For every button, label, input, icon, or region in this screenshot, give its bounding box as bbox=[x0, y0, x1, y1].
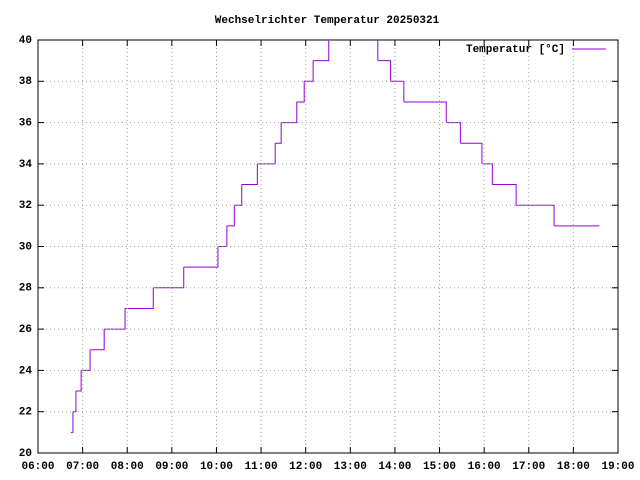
step-segment bbox=[446, 122, 461, 144]
step-segment bbox=[90, 329, 105, 351]
x-tick-label: 09:00 bbox=[155, 461, 188, 473]
step-segment bbox=[217, 225, 228, 247]
y-tick-label: 38 bbox=[19, 76, 33, 88]
step-segment bbox=[257, 143, 276, 165]
y-tick-label: 24 bbox=[19, 365, 33, 377]
step-segment bbox=[70, 411, 74, 433]
x-tick-label: 16:00 bbox=[468, 461, 501, 473]
step-segment bbox=[234, 184, 243, 206]
step-segment bbox=[226, 205, 235, 227]
x-tick-label: 07:00 bbox=[66, 461, 99, 473]
step-segment bbox=[460, 142, 483, 164]
step-segment bbox=[377, 60, 391, 82]
step-segment bbox=[275, 122, 282, 144]
y-tick-label: 36 bbox=[19, 118, 32, 130]
step-segment bbox=[75, 370, 82, 392]
y-tick-label: 26 bbox=[19, 324, 32, 336]
x-tick-label: 19:00 bbox=[601, 461, 634, 473]
step-segment bbox=[296, 81, 305, 103]
x-tick-label: 15:00 bbox=[423, 461, 456, 473]
x-tick-label: 18:00 bbox=[557, 461, 590, 473]
plot-area bbox=[70, 40, 600, 433]
x-tick-label: 14:00 bbox=[378, 461, 411, 473]
y-tick-label: 20 bbox=[19, 448, 32, 460]
step-segment bbox=[104, 308, 126, 330]
step-segment bbox=[304, 60, 314, 82]
step-segment bbox=[183, 246, 219, 268]
step-segment bbox=[516, 204, 555, 226]
step-segment bbox=[492, 184, 517, 206]
y-tick-label: 32 bbox=[19, 200, 32, 212]
step-segment bbox=[313, 40, 330, 62]
y-tick-label: 40 bbox=[19, 35, 32, 47]
y-tick-label: 30 bbox=[19, 241, 32, 253]
x-tick-label: 11:00 bbox=[245, 461, 278, 473]
x-tick-label: 13:00 bbox=[334, 461, 367, 473]
x-tick-label: 08:00 bbox=[111, 461, 144, 473]
step-segment bbox=[481, 163, 493, 185]
y-tick-label: 28 bbox=[19, 283, 33, 295]
x-tick-label: 12:00 bbox=[289, 461, 322, 473]
step-segment bbox=[153, 267, 185, 289]
y-tick-label: 22 bbox=[19, 407, 32, 419]
x-tick-label: 06:00 bbox=[21, 461, 54, 473]
x-tick-label: 10:00 bbox=[200, 461, 233, 473]
legend-label: Temperatur [°C] bbox=[466, 44, 565, 56]
step-segment bbox=[241, 163, 258, 186]
y-tick-label: 34 bbox=[19, 159, 33, 171]
x-tick-label: 17:00 bbox=[512, 461, 545, 473]
chart-title: Wechselrichter Temperatur 20250321 bbox=[215, 15, 440, 27]
step-segment bbox=[125, 287, 154, 309]
step-segment bbox=[403, 101, 447, 123]
step-segment bbox=[281, 101, 298, 124]
step-segment bbox=[377, 40, 379, 61]
step-segment bbox=[390, 80, 405, 102]
step-segment bbox=[72, 391, 77, 413]
